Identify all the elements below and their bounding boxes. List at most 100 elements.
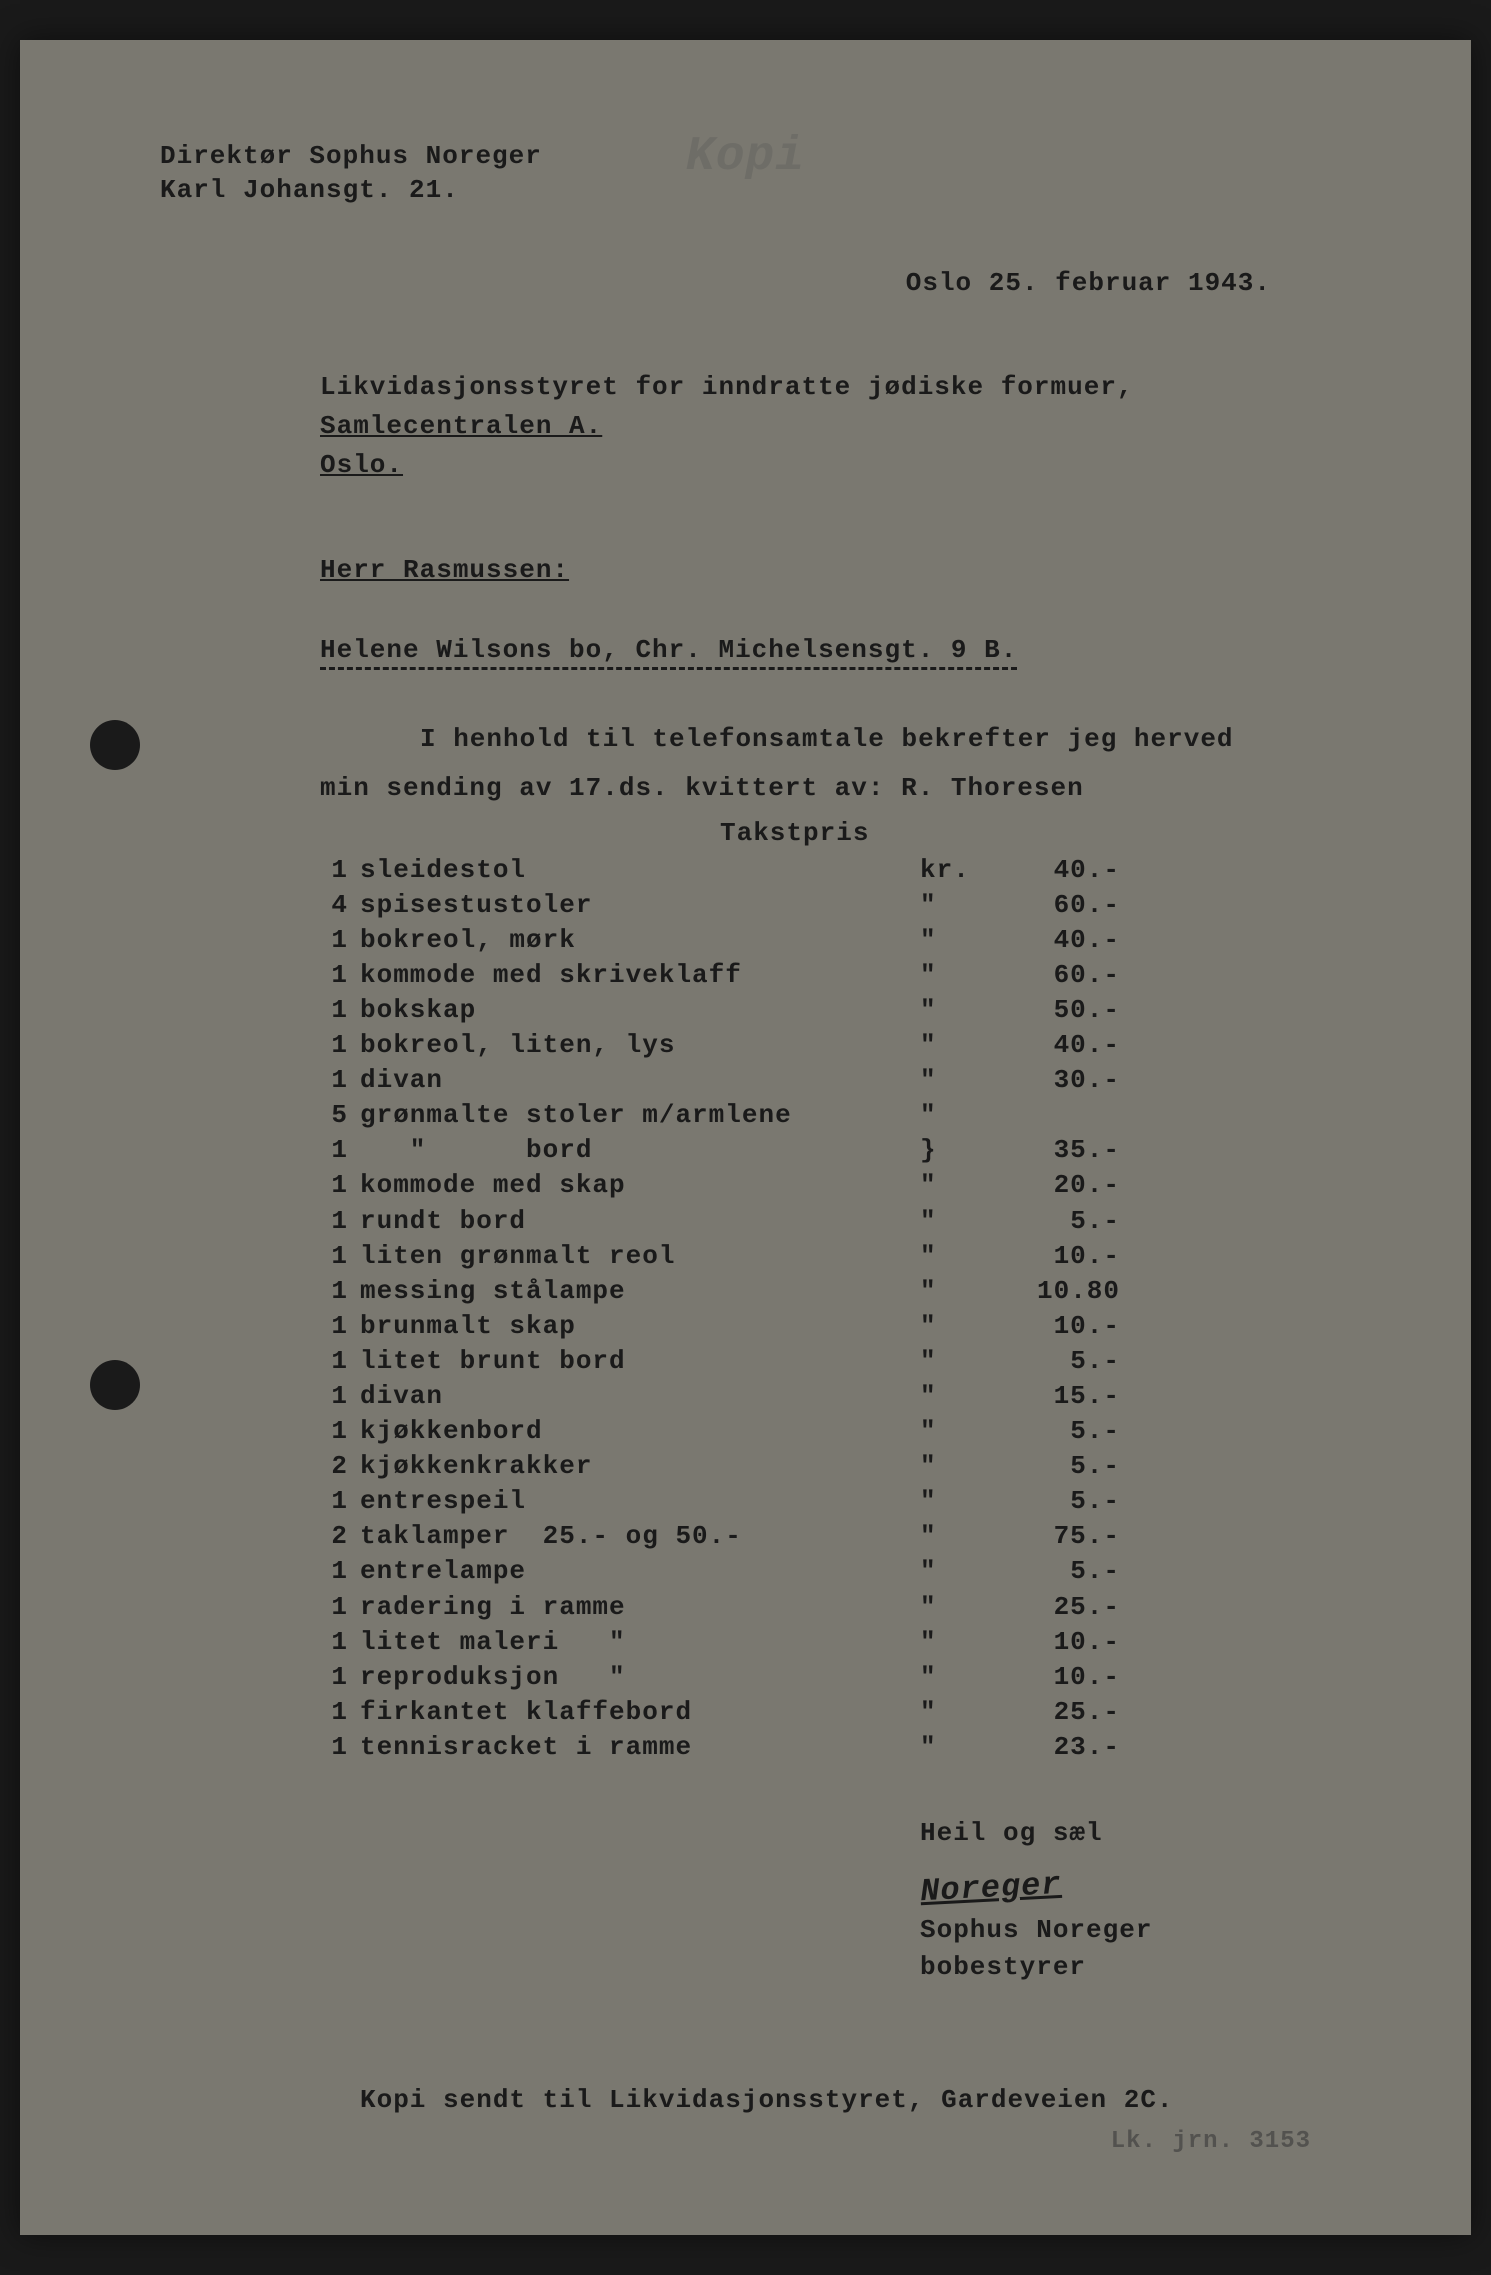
date-line: Oslo 25. februar 1943. [160,268,1271,298]
item-price: 20.- [1000,1168,1120,1203]
item-qty: 1 [320,958,360,993]
item-price: 5.- [1000,1554,1120,1589]
item-unit: " [920,1625,1000,1660]
item-price: 35.- [1000,1133,1120,1168]
item-price: 10.- [1000,1309,1120,1344]
item-price: 15.- [1000,1379,1120,1414]
item-desc: divan [360,1063,920,1098]
item-row: 4spisestustoler"60.- [320,888,1351,923]
item-qty: 1 [320,1554,360,1589]
item-price: 75.- [1000,1519,1120,1554]
item-qty: 1 [320,1484,360,1519]
item-qty: 1 [320,1625,360,1660]
body-line2: min sending av 17.ds. kvittert av: R. Th… [320,769,1351,808]
item-qty: 1 [320,1695,360,1730]
item-unit: " [920,1204,1000,1239]
item-price: 10.- [1000,1239,1120,1274]
item-unit: " [920,1379,1000,1414]
closing-greeting: Heil og sæl [920,1815,1351,1851]
item-unit: " [920,1098,1000,1133]
item-row: 1rundt bord"5.- [320,1204,1351,1239]
item-price: 50.- [1000,993,1120,1028]
item-desc: kjøkkenbord [360,1414,920,1449]
item-unit: " [920,1274,1000,1309]
item-unit: " [920,1484,1000,1519]
recipient-line2: Samlecentralen A. [320,407,1351,446]
closing-block: Heil og sæl Noreger Sophus Noreger bobes… [920,1815,1351,1985]
subject-wrapper: Helene Wilsons bo, Chr. Michelsensgt. 9 … [160,635,1351,720]
item-desc: kommode med skriveklaff [360,958,920,993]
item-unit: " [920,1239,1000,1274]
item-desc: bokreol, mørk [360,923,920,958]
item-qty: 1 [320,1028,360,1063]
closing-name: Sophus Noreger [920,1912,1351,1948]
item-row: 1radering i ramme"25.- [320,1590,1351,1625]
item-unit: " [920,1028,1000,1063]
item-row: 1kjøkkenbord"5.- [320,1414,1351,1449]
item-price: 10.- [1000,1660,1120,1695]
item-price: 5.- [1000,1414,1120,1449]
item-desc: spisestustoler [360,888,920,923]
item-price: 5.- [1000,1449,1120,1484]
item-qty: 1 [320,923,360,958]
item-qty: 1 [320,1274,360,1309]
item-desc: radering i ramme [360,1590,920,1625]
item-price: 5.- [1000,1204,1120,1239]
item-price: 10.- [1000,1625,1120,1660]
item-price: 5.- [1000,1484,1120,1519]
item-desc: rundt bord [360,1204,920,1239]
item-row: 1bokreol, mørk"40.- [320,923,1351,958]
item-desc: reproduksjon " [360,1660,920,1695]
item-qty: 1 [320,1133,360,1168]
footer-note: Kopi sendt til Likvidasjonsstyret, Garde… [360,2085,1351,2115]
item-row: 1bokreol, liten, lys"40.- [320,1028,1351,1063]
item-qty: 1 [320,1204,360,1239]
item-unit: " [920,1414,1000,1449]
item-unit: " [920,1168,1000,1203]
watermark: Kopi [686,130,805,184]
item-row: 1entrespeil"5.- [320,1484,1351,1519]
item-qty: 1 [320,1660,360,1695]
item-qty: 1 [320,1063,360,1098]
item-unit: " [920,1590,1000,1625]
item-unit: " [920,1449,1000,1484]
item-row: 1reproduksjon ""10.- [320,1660,1351,1695]
punch-hole [90,1360,140,1410]
item-qty: 1 [320,1379,360,1414]
item-row: 1messing stålampe"10.80 [320,1274,1351,1309]
item-desc: bokreol, liten, lys [360,1028,920,1063]
item-price: 5.- [1000,1344,1120,1379]
item-desc: tennisracket i ramme [360,1730,920,1765]
item-unit: " [920,1344,1000,1379]
item-unit: " [920,923,1000,958]
item-row: 1tennisracket i ramme"23.- [320,1730,1351,1765]
item-desc: bokskap [360,993,920,1028]
stamp-mark: Lk. jrn. 3153 [1111,2128,1311,2155]
signature: Noreger [919,1848,1352,1915]
item-qty: 1 [320,1590,360,1625]
item-row: 1kommode med skap"20.- [320,1168,1351,1203]
item-row: 1divan"15.- [320,1379,1351,1414]
salutation: Herr Rasmussen: [320,555,1351,585]
subject-line: Helene Wilsons bo, Chr. Michelsensgt. 9 … [320,635,1017,670]
item-unit: } [920,1133,1000,1168]
recipient-line3: Oslo. [320,446,1351,485]
item-row: 2kjøkkenkrakker"5.- [320,1449,1351,1484]
item-unit: " [920,958,1000,993]
body-line1: I henhold til telefonsamtale bekrefter j… [320,720,1351,759]
item-unit: " [920,993,1000,1028]
item-unit: kr. [920,853,1000,888]
item-unit: " [920,1063,1000,1098]
recipient-block: Likvidasjonsstyret for inndratte jødiske… [320,368,1351,485]
item-desc: litet brunt bord [360,1344,920,1379]
item-list: 1sleidestolkr.40.-4spisestustoler"60.-1b… [320,853,1351,1765]
item-price: 25.- [1000,1695,1120,1730]
item-desc: entrespeil [360,1484,920,1519]
item-row: 1divan"30.- [320,1063,1351,1098]
recipient-line1: Likvidasjonsstyret for inndratte jødiske… [320,368,1351,407]
item-desc: kommode med skap [360,1168,920,1203]
item-row: 1brunmalt skap"10.- [320,1309,1351,1344]
item-qty: 1 [320,1344,360,1379]
item-unit: " [920,1309,1000,1344]
item-unit: " [920,1730,1000,1765]
